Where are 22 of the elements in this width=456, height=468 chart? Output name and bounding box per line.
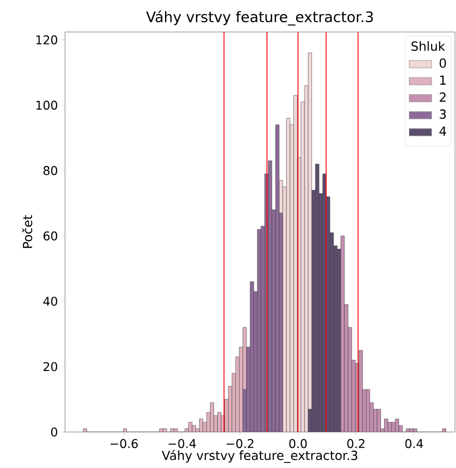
y-axis-title: Počet — [22, 215, 32, 248]
x-tick-label: 0.2 — [347, 439, 364, 448]
x-tick-label: 0.4 — [405, 439, 423, 448]
legend-label: 3 — [440, 109, 446, 119]
x-axis-title: Váhy vrstvy feature_extractor.3 — [162, 450, 358, 463]
y-tick-label: 60 — [44, 231, 58, 240]
chart-title: Váhy vrstvy feature_extractor.3 — [146, 10, 373, 26]
legend-label: 1 — [440, 76, 446, 85]
legend-title: Shluk — [412, 41, 446, 51]
y-tick-label: 80 — [44, 166, 58, 176]
legend-label: 0 — [440, 58, 446, 68]
y-tick-label: 20 — [44, 362, 58, 372]
x-tick-label: −0.6 — [110, 439, 138, 448]
y-tick-label: 120 — [36, 35, 58, 44]
y-tick-label: 100 — [36, 100, 58, 110]
y-tick-label: 0 — [51, 427, 58, 437]
legend-label: 2 — [440, 92, 446, 102]
x-tick-label: −0.4 — [168, 439, 196, 448]
y-tick-label: 40 — [43, 296, 58, 306]
x-tick-label: 0.0 — [289, 439, 307, 448]
x-tick-label: −0.2 — [226, 439, 254, 448]
legend-label: 4 — [439, 126, 446, 136]
